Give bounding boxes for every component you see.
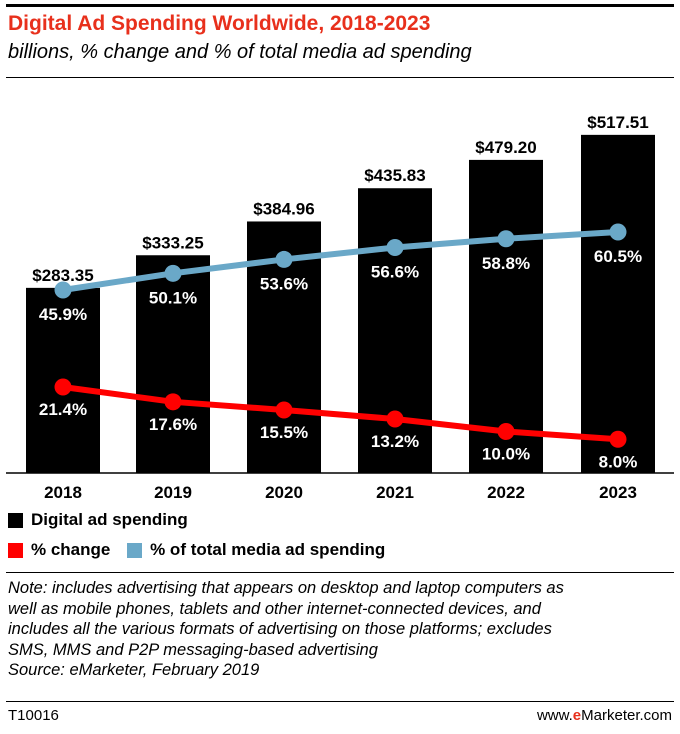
note-line: Note: includes advertising that appears … (8, 579, 564, 597)
legend-item-change: % change (8, 540, 110, 560)
change-value-label: 10.0% (482, 444, 530, 463)
change-point (497, 422, 515, 440)
bar-value-label: $283.35 (32, 266, 93, 285)
change-point (275, 401, 293, 419)
legend-row-1: Digital ad spending (8, 510, 200, 533)
chart-area: $283.35 $333.25 $384.96 $435.83 $479.20 $517.… (6, 113, 674, 502)
bar-value-label: $435.83 (364, 166, 425, 185)
share-value-label: 56.6% (371, 263, 419, 282)
site-brand: e (572, 707, 582, 724)
bar (358, 188, 432, 473)
x-tick-label: 2019 (154, 483, 192, 502)
change-point (386, 410, 404, 428)
top-rule (6, 4, 674, 7)
legend-row-2: % change % of total media ad spending (8, 540, 397, 563)
bar (469, 159, 543, 473)
change-line (62, 384, 619, 443)
footer-divider (6, 701, 674, 702)
share-point (497, 230, 515, 248)
change-point (609, 430, 627, 448)
chart-code: T10016 (8, 707, 59, 724)
bar (136, 255, 210, 473)
share-value-label: 60.5% (594, 247, 642, 266)
share-value-label: 50.1% (149, 288, 197, 307)
legend-item-bar: Digital ad spending (8, 510, 188, 530)
share-value-label: 45.9% (39, 305, 87, 324)
site-link[interactable]: www.eMarketer.com (537, 707, 672, 724)
x-tick-label: 2023 (599, 483, 637, 502)
source-line: Source: eMarketer, February 2019 (8, 661, 260, 679)
share-point (609, 223, 627, 241)
x-tick-label: 2022 (487, 483, 525, 502)
change-point (164, 393, 182, 411)
legend-swatch-share (127, 542, 143, 558)
bar-value-label: $479.20 (475, 138, 536, 157)
share-point (54, 281, 72, 299)
share-value-label: 58.8% (482, 254, 530, 273)
legend-label-bar: Digital ad spending (31, 510, 188, 529)
note-line: includes all the various formats of adve… (8, 620, 552, 638)
legend-label-share: % of total media ad spending (150, 540, 386, 559)
x-tick-label: 2018 (44, 483, 82, 502)
share-point (386, 239, 404, 257)
share-point (275, 250, 293, 268)
share-value-label: 53.6% (260, 274, 308, 293)
bar-value-label: $333.25 (142, 233, 203, 252)
legend-item-share: % of total media ad spending (127, 540, 385, 560)
note-line: SMS, MMS and P2P messaging-based adverti… (8, 640, 378, 659)
change-point (54, 378, 72, 396)
bar-value-label: $517.51 (587, 113, 648, 132)
x-tick-label: 2020 (265, 483, 303, 502)
change-value-label: 8.0% (599, 452, 638, 471)
share-line (62, 229, 619, 293)
chart-title: Digital Ad Spending Worldwide, 2018-2023 (8, 12, 431, 35)
legend-swatch-bar (8, 512, 23, 528)
share-point (164, 264, 182, 282)
x-tick-label: 2021 (376, 483, 414, 502)
site-prefix: www. (536, 707, 573, 724)
bar-value-label: $384.96 (253, 199, 314, 218)
change-value-label: 13.2% (371, 432, 419, 451)
site-suffix: Marketer.com (581, 707, 672, 724)
change-value-label: 15.5% (260, 423, 308, 442)
change-value-label: 17.6% (149, 415, 197, 434)
change-value-label: 21.4% (39, 400, 87, 419)
note-divider (6, 572, 674, 573)
legend-swatch-change (8, 542, 23, 558)
title-divider (6, 77, 674, 78)
legend-label-change: % change (31, 540, 111, 559)
bar (581, 134, 655, 474)
note-line: well as mobile phones, tablets and other… (8, 599, 541, 618)
note-block: Note: includes advertising that appears … (8, 578, 673, 681)
chart-subtitle: billions, % change and % of total media … (8, 41, 472, 63)
